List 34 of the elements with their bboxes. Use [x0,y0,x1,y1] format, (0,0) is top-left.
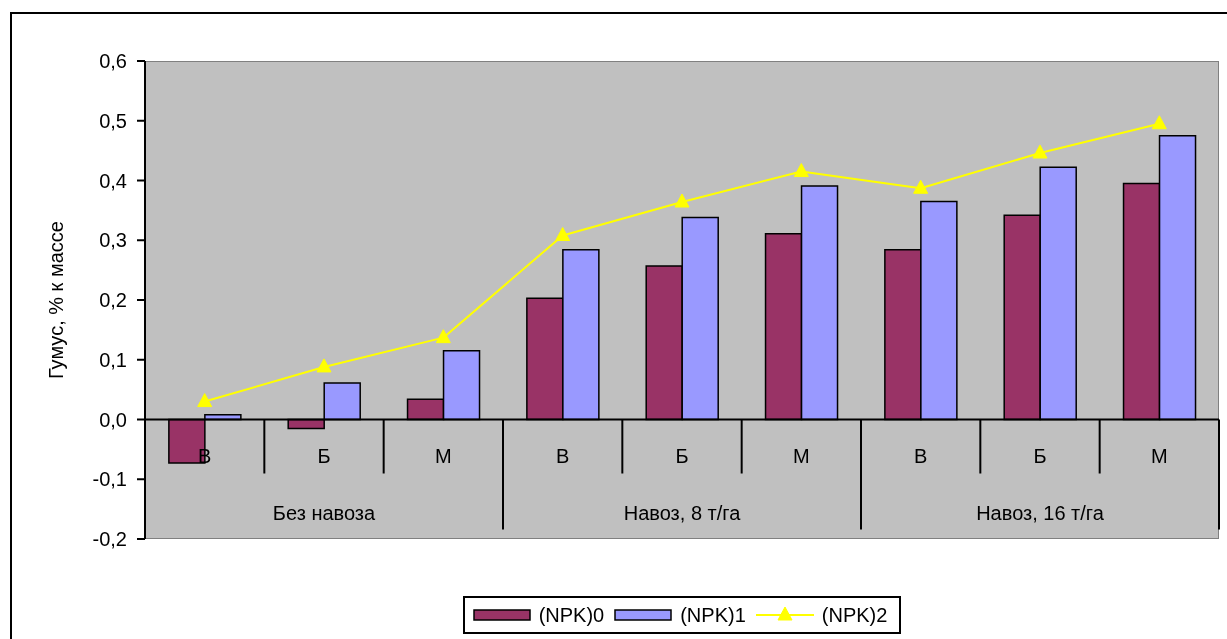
point [1151,115,1167,130]
x-tick-label: В [913,444,928,467]
y-tick-label: 0,5 [99,109,127,132]
x-tick-label: М [435,444,452,467]
y-tick-label: 0,0 [99,408,127,431]
y-tick-label: 0,1 [99,348,127,371]
point [1032,144,1048,159]
point [197,393,213,408]
x-tick-label: В [197,444,212,467]
legend-label: (NPK)2 [821,603,888,627]
point [435,329,451,344]
x-tick-label: В [555,444,570,467]
x-tick-label: М [1151,444,1168,467]
point [555,226,571,241]
y-axis-title: Гумус, % к массе [45,221,67,379]
point [316,358,332,373]
y-tick-label: -0,1 [92,468,127,491]
y-tick-label: 0,2 [99,289,127,312]
point [674,193,690,208]
x-tick-label: Б [675,444,689,467]
y-tick-label: 0,3 [99,229,127,252]
x-tick-label: Б [317,444,331,467]
x-tick-label: М [793,444,810,467]
annotation: Без навоза [272,501,377,524]
y-tick-label: 0,6 [99,50,127,73]
legend-label: (NPK)1 [680,603,746,627]
annotation: Навоз, 8 т/га [623,501,742,524]
legend-label: (NPK)0 [538,603,605,627]
annotation: Навоз, 16 т/га [976,501,1105,524]
point [913,179,929,194]
point [793,163,809,178]
x-tick-label: Б [1033,444,1047,467]
y-tick-label: -0,2 [92,528,127,551]
y-tick-label: 0,4 [99,169,127,192]
